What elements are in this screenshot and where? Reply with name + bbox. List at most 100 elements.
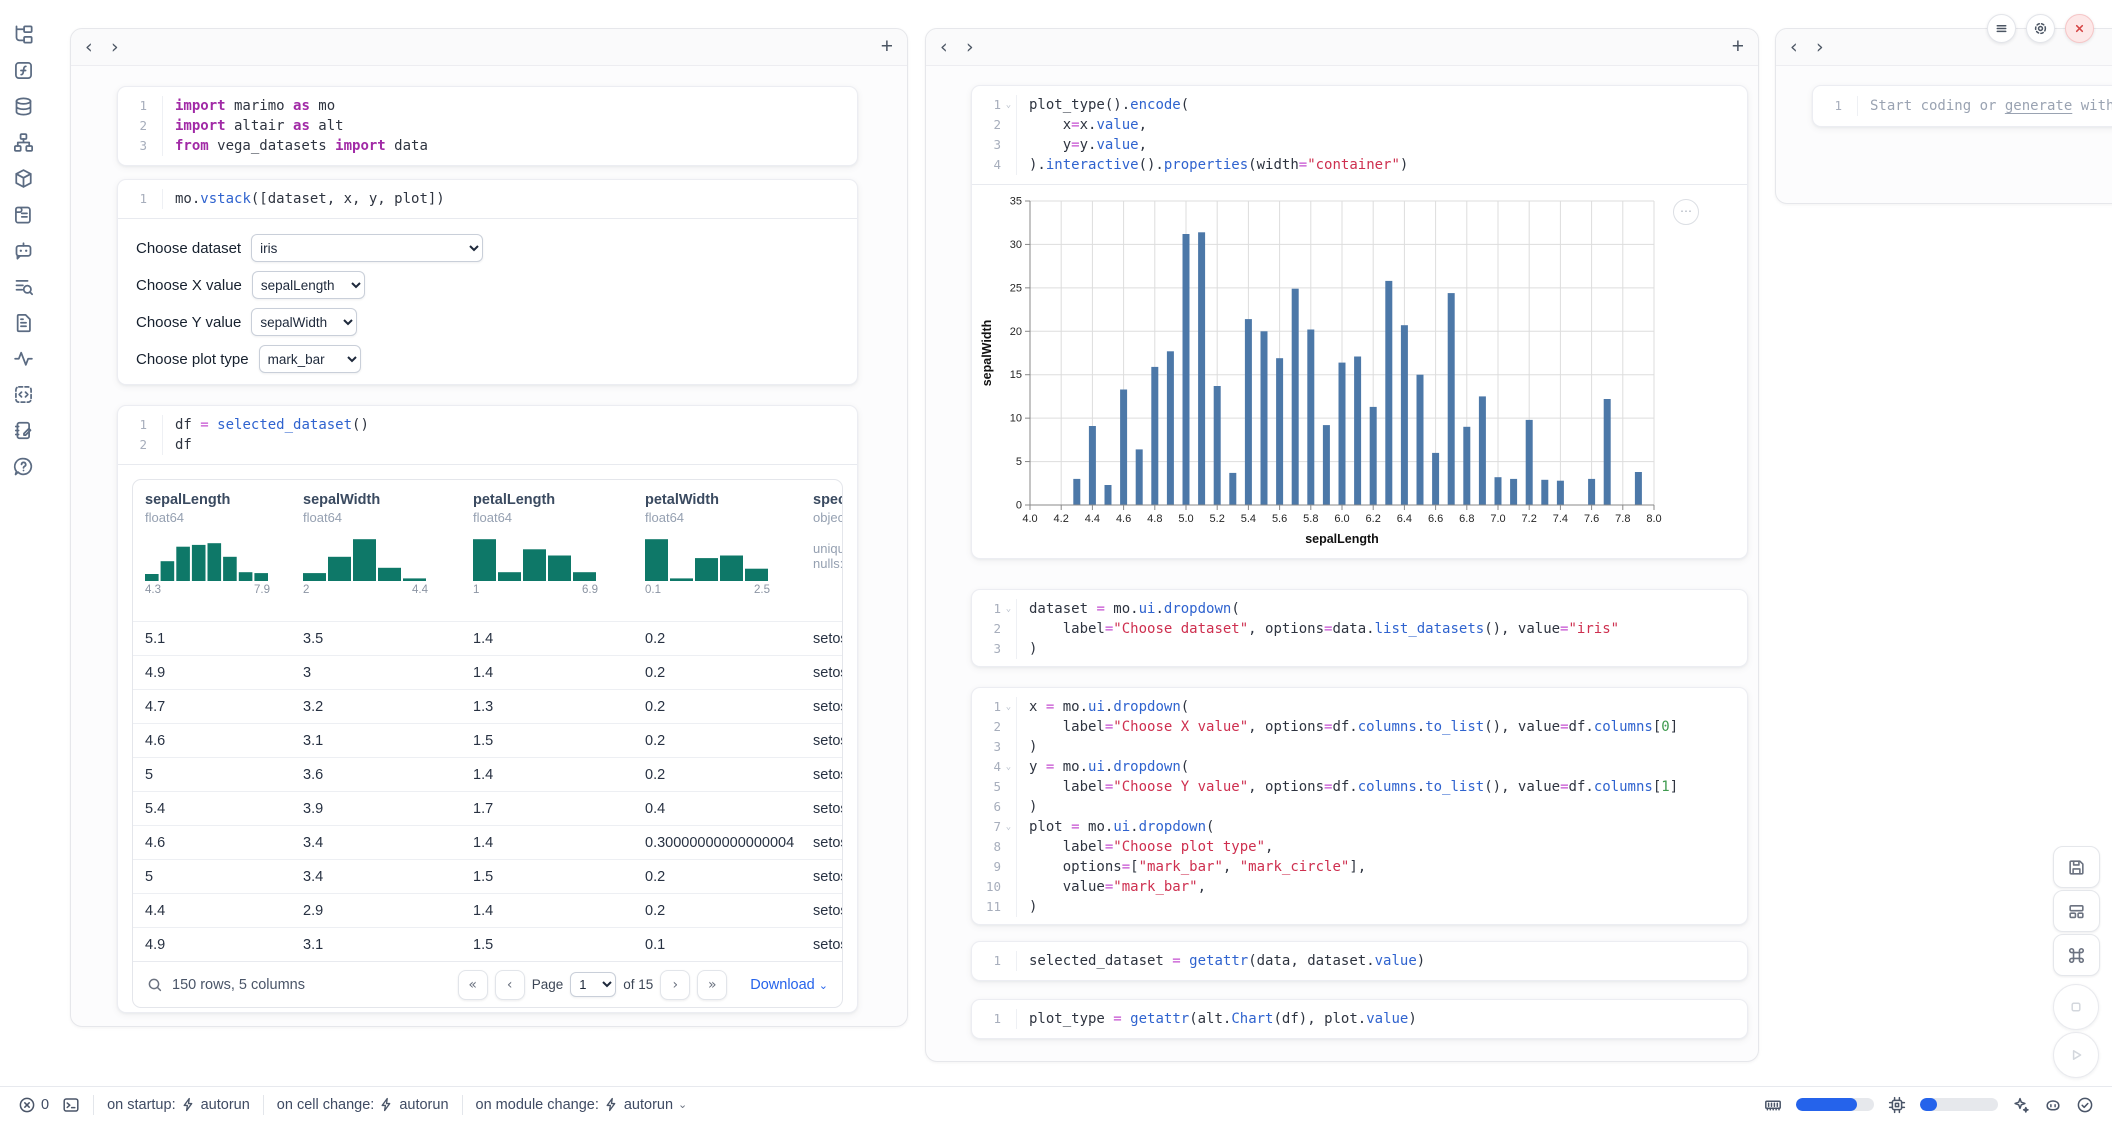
code-editor[interactable]: 1 selected_dataset = getattr(data, datase… — [972, 942, 1747, 980]
search-icon[interactable] — [147, 977, 163, 993]
help-icon[interactable] — [13, 456, 34, 477]
code-editor[interactable]: 1 ⌄ x = mo.ui.dropdown(2 label="Choose X v… — [972, 688, 1747, 924]
column-scroll-left-button[interactable]: ‹ — [1790, 36, 1798, 58]
chat-icon[interactable] — [13, 240, 34, 261]
last-page-button[interactable]: » — [697, 969, 728, 1000]
code-line[interactable]: 1 ⌄ plot_type().encode( — [972, 95, 1747, 115]
code-editor[interactable]: 1 ⌄ dataset = mo.ui.dropdown(2 label="Choo… — [972, 590, 1747, 666]
dropdown-choose-plot-type[interactable]: mark_bar — [258, 345, 361, 373]
code-line[interactable]: 3 from vega_datasets import data — [118, 136, 857, 156]
column-header-petalWidth[interactable]: petalWidth float64 0.1 2.5 — [633, 480, 801, 621]
code-line[interactable]: 9 options=["mark_bar", "mark_circle"], — [972, 857, 1747, 877]
cell-xy-dropdowns[interactable]: 1 ⌄ x = mo.ui.dropdown(2 label="Choose X v… — [971, 687, 1748, 925]
file-explorer-icon[interactable] — [13, 24, 34, 45]
notebook-icon[interactable] — [13, 420, 34, 441]
cell-dataframe[interactable]: 1 df = selected_dataset() 2 df sepalLength f… — [117, 405, 858, 1013]
table-row[interactable]: 5.1 3.5 1.4 0.2 setosa — [133, 621, 842, 655]
code-line[interactable]: 5 label="Choose Y value", options=df.col… — [972, 777, 1747, 797]
cell-imports[interactable]: 1 import marimo as mo 2 import altair as al… — [117, 86, 858, 166]
table-row[interactable]: 4.9 3.1 1.5 0.1 setosa — [133, 927, 842, 961]
code-line[interactable]: 3) — [972, 639, 1747, 659]
code-line[interactable]: 3) — [972, 737, 1747, 757]
table-row[interactable]: 4.6 3.4 1.4 0.30000000000000004 setosa — [133, 825, 842, 859]
settings-button[interactable] — [2026, 14, 2055, 43]
close-panel-button[interactable] — [2065, 14, 2094, 43]
keyboard-shortcuts-button[interactable] — [2053, 934, 2100, 976]
table-row[interactable]: 4.6 3.1 1.5 0.2 setosa — [133, 723, 842, 757]
column-header-species[interactable]: speciesobjectunique:nulls: — [813, 492, 842, 571]
variables-icon[interactable] — [13, 60, 34, 81]
cell-vstack[interactable]: 1 mo.vstack([dataset, x, y, plot]) Choose… — [117, 179, 858, 385]
cell-plot-type[interactable]: 1 plot_type = getattr(alt.Chart(df), plot… — [971, 999, 1748, 1039]
scratchpad-icon[interactable] — [13, 384, 34, 405]
on-module-change-setting[interactable]: on module change: autorun ⌄ — [475, 1096, 688, 1113]
connection-status-button[interactable] — [2076, 1096, 2094, 1114]
cell-plot[interactable]: 1 ⌄ plot_type().encode(2 x=x.value, 3 y=y.v… — [971, 85, 1748, 559]
table-row[interactable]: 4.7 3.2 1.3 0.2 setosa — [133, 689, 842, 723]
column-scroll-right-button[interactable]: › — [1816, 36, 1824, 58]
column-header-sepalLength[interactable]: sepalLength float64 4.3 7.9 — [133, 480, 291, 621]
logs-icon[interactable] — [13, 276, 34, 297]
column-scroll-left-button[interactable]: ‹ — [85, 36, 93, 58]
datasources-icon[interactable] — [13, 96, 34, 117]
prev-page-button[interactable]: ‹ — [494, 969, 525, 1000]
table-row[interactable]: 5 3.4 1.5 0.2 setosa — [133, 859, 842, 893]
dependencies-icon[interactable] — [13, 132, 34, 153]
layout-button[interactable] — [2053, 890, 2100, 932]
code-line[interactable]: 10 value="mark_bar", — [972, 877, 1747, 897]
page-select[interactable]: 1 — [570, 972, 617, 997]
copilot-button[interactable] — [2044, 1096, 2062, 1114]
run-button[interactable] — [2053, 1032, 2099, 1078]
table-row[interactable]: 5.4 3.9 1.7 0.4 setosa — [133, 791, 842, 825]
column-scroll-left-button[interactable]: ‹ — [940, 36, 948, 58]
save-button[interactable] — [2053, 846, 2100, 888]
column-header-petalLength[interactable]: petalLength float64 1 6.9 — [461, 480, 633, 621]
code-line[interactable]: 6) — [972, 797, 1747, 817]
first-page-button[interactable]: « — [457, 969, 488, 1000]
code-line[interactable]: 8 label="Choose plot type", — [972, 837, 1747, 857]
code-editor[interactable]: 1 plot_type = getattr(alt.Chart(df), plot… — [972, 1000, 1747, 1038]
code-line[interactable]: 3 y=y.value, — [972, 135, 1747, 155]
code-line[interactable]: 2 label="Choose dataset", options=data.l… — [972, 619, 1747, 639]
code-editor[interactable]: 1 ⌄ plot_type().encode(2 x=x.value, 3 y=y.v… — [972, 86, 1747, 184]
code-line[interactable]: 1 ⌄ x = mo.ui.dropdown( — [972, 697, 1747, 717]
cell-empty[interactable]: 1 Start coding or generate with AI — [1812, 85, 2112, 127]
code-line[interactable]: 2 label="Choose X value", options=df.col… — [972, 717, 1747, 737]
code-line[interactable]: 1 import marimo as mo — [118, 96, 857, 116]
generate-link[interactable]: generate — [2004, 98, 2073, 114]
ai-sparkles-button[interactable] — [2012, 1096, 2030, 1114]
code-line[interactable]: 4).interactive().properties(width="conta… — [972, 155, 1747, 175]
code-line[interactable]: 2 df — [118, 435, 857, 455]
column-scroll-right-button[interactable]: › — [966, 36, 974, 58]
download-link[interactable]: Download ⌄ — [750, 976, 828, 993]
code-line[interactable]: 1 mo.vstack([dataset, x, y, plot]) — [118, 189, 857, 209]
chart-actions-button[interactable]: ⋯ — [1673, 199, 1699, 225]
code-line[interactable]: 7 ⌄ plot = mo.ui.dropdown( — [972, 817, 1747, 837]
tracing-icon[interactable] — [13, 348, 34, 369]
packages-icon[interactable] — [13, 168, 34, 189]
code-editor[interactable]: 1 mo.vstack([dataset, x, y, plot]) — [118, 180, 857, 218]
column-scroll-right-button[interactable]: › — [111, 36, 119, 58]
code-line[interactable]: 1 selected_dataset = getattr(data, datase… — [972, 951, 1747, 971]
dropdown-choose-x-value[interactable]: sepalLength — [251, 271, 365, 299]
table-row[interactable]: 5 3.6 1.4 0.2 setosa — [133, 757, 842, 791]
documentation-icon[interactable] — [13, 204, 34, 225]
menu-button[interactable] — [1987, 14, 2016, 43]
cell-dataset-dropdown[interactable]: 1 ⌄ dataset = mo.ui.dropdown(2 label="Choo… — [971, 589, 1748, 667]
table-row[interactable]: 4.9 3 1.4 0.2 setosa — [133, 655, 842, 689]
table-row[interactable]: 4.4 2.9 1.4 0.2 setosa — [133, 893, 842, 927]
add-column-button[interactable]: + — [1731, 35, 1744, 58]
code-placeholder[interactable]: Start coding or generate with AI — [1870, 98, 2112, 114]
code-line[interactable]: 11) — [972, 897, 1747, 917]
code-editor[interactable]: 1 df = selected_dataset() 2 df — [118, 406, 857, 464]
dropdown-choose-dataset[interactable]: iris — [251, 234, 484, 262]
code-line[interactable]: 2 import altair as alt — [118, 116, 857, 136]
code-editor[interactable]: 1 import marimo as mo 2 import altair as al… — [118, 87, 857, 165]
terminal-button[interactable] — [62, 1096, 80, 1114]
next-page-button[interactable]: › — [660, 969, 691, 1000]
stop-button[interactable] — [2053, 984, 2099, 1030]
code-line[interactable]: 1 df = selected_dataset() — [118, 415, 857, 435]
code-line[interactable]: 1 ⌄ dataset = mo.ui.dropdown( — [972, 599, 1747, 619]
add-column-button[interactable]: + — [880, 35, 893, 58]
code-line[interactable]: 1 plot_type = getattr(alt.Chart(df), plot… — [972, 1009, 1747, 1029]
